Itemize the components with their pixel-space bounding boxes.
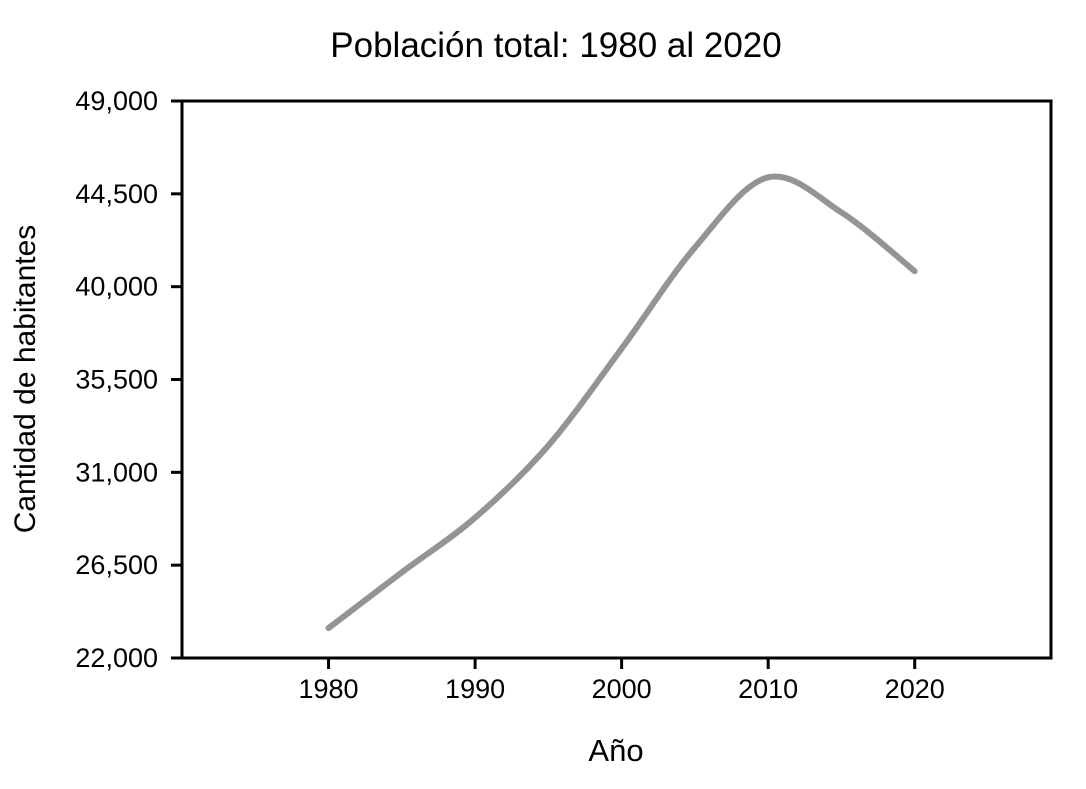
x-axis-ticks: 1980 1990 2000 2010 2020 — [299, 658, 945, 704]
y-tick-label: 49,000 — [75, 86, 158, 116]
y-tick-label: 44,500 — [75, 179, 158, 209]
y-axis-label: Cantidad de habitantes — [9, 224, 42, 534]
x-tick-label: 2010 — [738, 674, 798, 704]
x-tick-label: 1980 — [299, 674, 359, 704]
plot-frame — [180, 99, 1053, 660]
y-tick-label: 40,000 — [75, 272, 158, 302]
y-tick-label: 31,000 — [75, 457, 158, 487]
y-tick-label: 35,500 — [75, 365, 158, 395]
x-tick-label: 1990 — [445, 674, 505, 704]
population-line — [325, 173, 918, 632]
x-tick-label: 2000 — [592, 674, 652, 704]
x-axis-label: Año — [588, 733, 644, 768]
y-axis-ticks: 22,000 26,500 31,000 35,500 40,000 44,500 49,0… — [75, 86, 182, 673]
y-tick-label: 22,000 — [75, 643, 158, 673]
x-tick-label: 2020 — [885, 674, 945, 704]
chart-title: Población total: 1980 al 2020 — [330, 26, 782, 65]
y-tick-label: 26,500 — [75, 550, 158, 580]
